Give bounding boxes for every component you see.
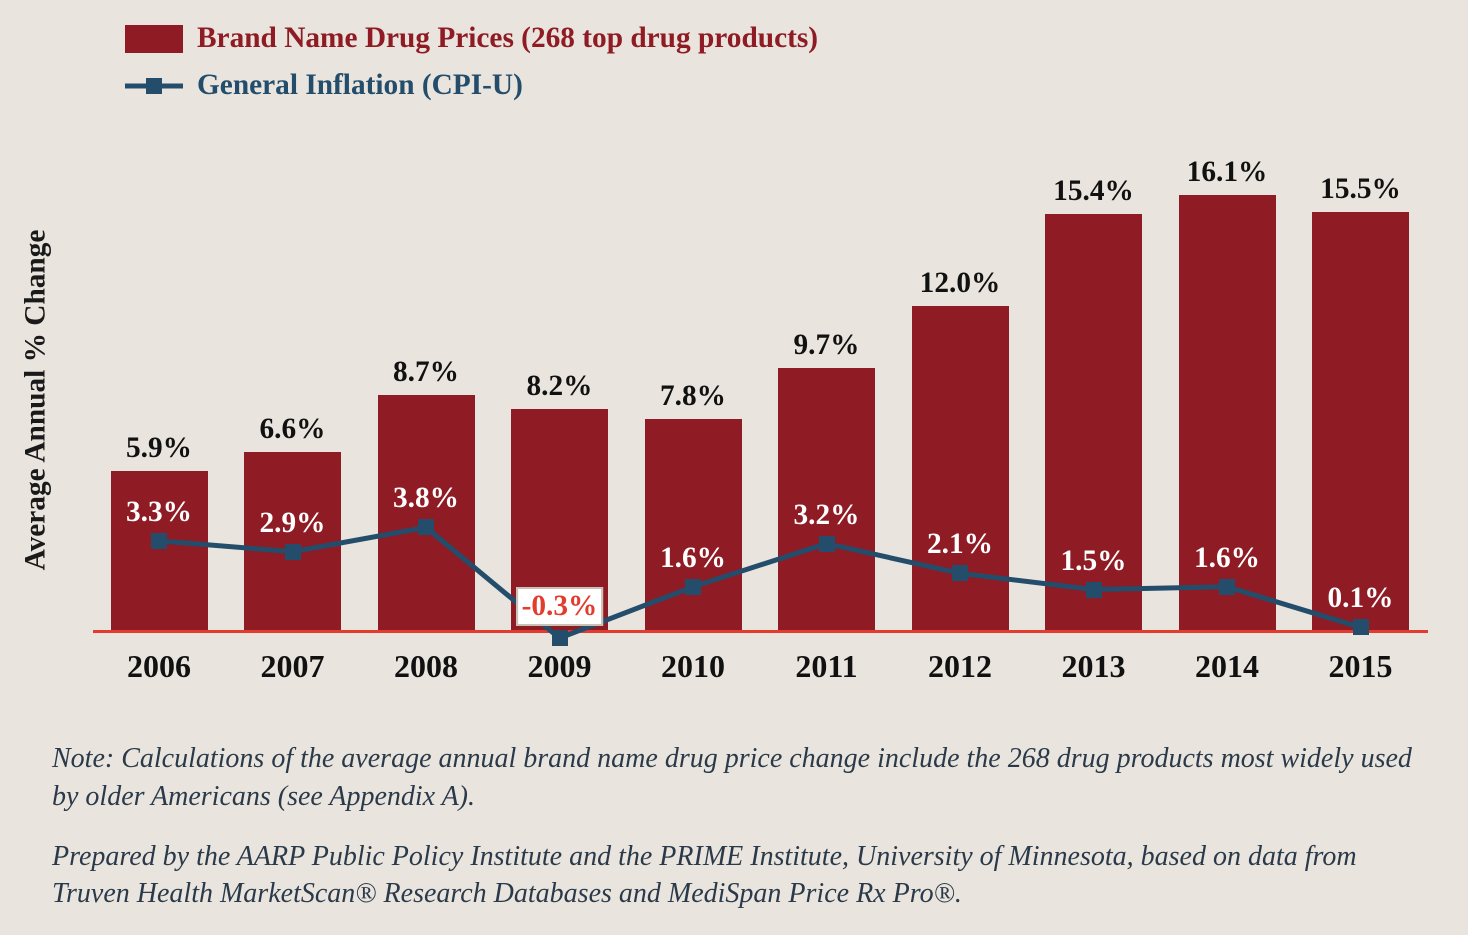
legend-item-bars: Brand Name Drug Prices (268 top drug pro… <box>125 22 818 55</box>
legend-line-marker-icon <box>146 78 162 94</box>
footnote-1: Note: Calculations of the average annual… <box>52 740 1416 816</box>
x-axis-label: 2009 <box>528 648 592 685</box>
legend: Brand Name Drug Prices (268 top drug pro… <box>125 22 818 102</box>
x-axis-label: 2008 <box>394 648 458 685</box>
y-axis-title: Average Annual % Change <box>20 230 53 571</box>
legend-item-line: General Inflation (CPI-U) <box>125 69 818 102</box>
legend-bar-label: Brand Name Drug Prices (268 top drug pro… <box>197 22 818 55</box>
chart-plot-area: 5.9%6.6%8.7%8.2%7.8%9.7%12.0%15.4%16.1%1… <box>93 140 1428 670</box>
x-axis-label: 2010 <box>661 648 725 685</box>
x-axis-label: 2015 <box>1329 648 1393 685</box>
footnote-2: Prepared by the AARP Public Policy Insti… <box>52 838 1416 914</box>
x-axis-label: 2006 <box>127 648 191 685</box>
page: Brand Name Drug Prices (268 top drug pro… <box>0 0 1468 906</box>
x-axis-label: 2007 <box>261 648 325 685</box>
legend-line-swatch <box>125 72 183 100</box>
legend-bar-swatch <box>125 25 183 53</box>
x-axis-label: 2011 <box>795 648 857 685</box>
x-axis-label: 2012 <box>928 648 992 685</box>
x-axis-label: 2013 <box>1062 648 1126 685</box>
x-axis-label: 2014 <box>1195 648 1259 685</box>
x-axis-labels: 2006200720082009201020112012201320142015 <box>93 140 1428 670</box>
legend-line-label: General Inflation (CPI-U) <box>197 69 523 102</box>
